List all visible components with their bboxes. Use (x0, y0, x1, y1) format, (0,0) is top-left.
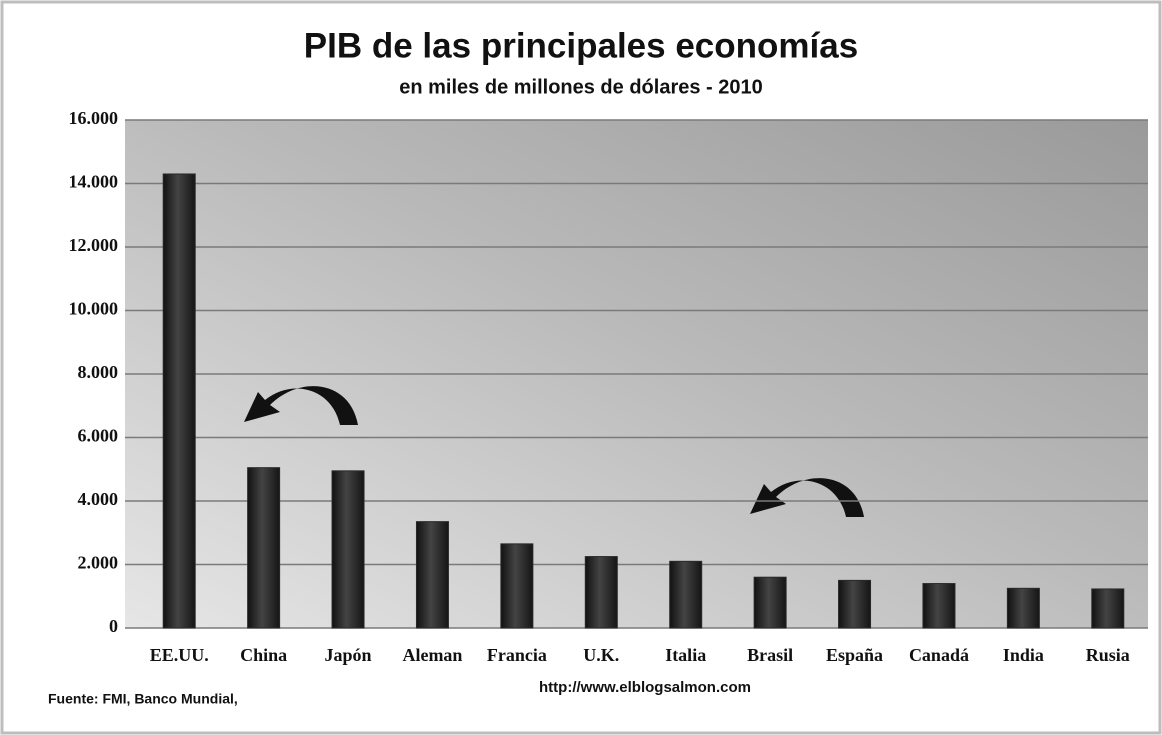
bar (1091, 588, 1125, 629)
y-tick-label: 14.000 (69, 172, 119, 192)
x-tick-label: Rusia (1086, 645, 1130, 665)
bar (922, 583, 956, 629)
y-tick-label: 10.000 (69, 299, 119, 319)
bar (838, 579, 872, 629)
x-tick-label: Italia (665, 645, 706, 665)
bar (247, 467, 281, 629)
x-tick-label: Canadá (909, 645, 969, 665)
x-tick-label: China (240, 645, 287, 665)
bar (1006, 587, 1040, 629)
chart-subtitle: en miles de millones de dólares - 2010 (399, 76, 763, 98)
arrow (244, 386, 864, 517)
bar (331, 470, 365, 629)
y-tick-label: 8.000 (78, 362, 119, 382)
y-tick-label: 2.000 (78, 553, 119, 573)
y-tick-label: 12.000 (69, 235, 119, 255)
chart-title: PIB de las principales economías (304, 26, 858, 65)
x-tick-label: Brasil (747, 645, 793, 665)
bar (162, 173, 196, 629)
y-tick-label: 0 (109, 616, 118, 636)
bar (500, 543, 534, 629)
x-tick-label: U.K. (583, 645, 619, 665)
x-tick-label: Aleman (402, 645, 462, 665)
y-tick-label: 6.000 (78, 426, 119, 446)
bar (753, 576, 787, 629)
bar (669, 560, 703, 629)
bar (415, 521, 449, 629)
bar (584, 556, 618, 629)
url: http://www.elblogsalmon.com (539, 679, 751, 696)
y-tick-label: 16.000 (69, 108, 119, 128)
y-tick-label: 4.000 (78, 489, 119, 509)
x-tick-label: España (826, 645, 883, 665)
source: Fuente: FMI, Banco Mundial, (48, 691, 238, 707)
x-tick-label: EE.UU. (150, 645, 209, 665)
x-tick-label: Japón (325, 645, 372, 665)
x-tick-label: Francia (487, 645, 547, 665)
x-tick-label: India (1003, 645, 1044, 665)
